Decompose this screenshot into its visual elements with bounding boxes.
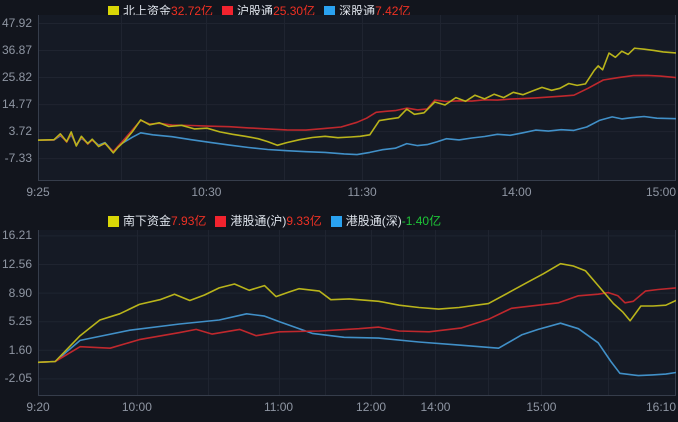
legend-item-sz-connect[interactable]: 深股通 7.42亿	[324, 3, 410, 19]
legend-label: 深股通	[339, 4, 376, 18]
y-tick-label: 36.87	[1, 43, 32, 58]
southbound-legend: 南下资金 7.93亿 港股通(沪) 9.33亿 港股通(深) -1.40亿	[108, 213, 450, 229]
x-tick-label: 14:00	[501, 185, 532, 199]
x-tick-label: 10:00	[121, 400, 152, 414]
y-tick-label: 12.56	[1, 256, 32, 271]
southbound-plot-area[interactable]: 16.21 12.56 8.90 5.25 1.60 -2.05 9:20 10:00 11:0…	[2, 229, 676, 414]
x-tick-label: 9:25	[26, 185, 50, 199]
legend-item-sh-connect[interactable]: 沪股通 25.30亿	[222, 3, 315, 19]
legend-item-hk-connect-sh[interactable]: 港股通(沪) 9.33亿	[215, 213, 322, 229]
x-tick-label: 15:00	[645, 185, 676, 199]
sz-connect-swatch-icon	[324, 5, 336, 17]
y-tick-label: 8.90	[8, 285, 32, 300]
y-tick-label: 25.82	[1, 70, 32, 85]
northbound-legend: 北上资金 32.72亿 沪股通 25.30亿 深股通 7.42亿	[108, 3, 419, 19]
y-tick-label: -2.05	[4, 371, 32, 386]
chart-canvas-southbound-flow	[38, 230, 676, 396]
x-tick-label: 12:00	[356, 400, 387, 414]
legend-value: -1.40亿	[401, 214, 442, 228]
sh-connect-swatch-icon	[222, 5, 234, 17]
x-tick-label: 9:20	[26, 400, 50, 414]
x-tick-label: 10:30	[191, 185, 222, 199]
legend-item-northbound-total[interactable]: 北上资金 32.72亿	[108, 3, 213, 19]
hk-connect-sh-swatch-icon	[215, 215, 227, 227]
series-line-southbound-total[interactable]	[38, 262, 676, 364]
series-line-hk-connect-sz[interactable]	[38, 313, 676, 377]
legend-label: 北上资金	[123, 4, 172, 18]
legend-value: 9.33亿	[286, 214, 322, 228]
series-line-hk-connect-sh[interactable]	[38, 287, 676, 364]
y-tick-label: 47.92	[1, 16, 32, 31]
chart-canvas-northbound-flow	[38, 15, 676, 181]
northbound-total-swatch-icon	[108, 5, 119, 17]
legend-label: 沪股通	[237, 4, 274, 18]
legend-label: 港股通(沪)	[230, 214, 287, 228]
x-tick-label: 14:00	[420, 400, 451, 414]
series-line-northbound-total[interactable]	[38, 47, 676, 154]
y-tick-label: 5.25	[8, 314, 32, 329]
legend-item-hk-connect-sz[interactable]: 港股通(深) -1.40亿	[330, 213, 442, 229]
legend-value: 7.42亿	[375, 4, 411, 18]
legend-label: 港股通(深)	[345, 214, 402, 228]
legend-label: 南下资金	[123, 214, 172, 228]
x-tick-label: 11:00	[263, 400, 294, 414]
y-tick-label: 1.60	[8, 342, 32, 357]
y-tick-label: -7.33	[4, 151, 32, 166]
northbound-plot-area[interactable]: 47.92 36.87 25.82 14.77 3.72 -7.33 9:25 10:30 11…	[2, 15, 676, 199]
y-tick-label: 14.77	[1, 97, 32, 112]
legend-value: 32.72亿	[171, 4, 214, 18]
northbound-chart-section: 北上资金 32.72亿 沪股通 25.30亿 深股通 7.42亿 47.92 36.87…	[0, 0, 678, 210]
x-tick-label: 11:30	[347, 185, 377, 199]
series-line-sh-connect[interactable]	[38, 74, 676, 153]
southbound-chart-section: 南下资金 7.93亿 港股通(沪) 9.33亿 港股通(深) -1.40亿 16.21…	[0, 210, 678, 422]
legend-value: 25.30亿	[273, 4, 316, 18]
southbound-total-swatch-icon	[108, 215, 119, 227]
x-tick-label: 15:00	[526, 400, 557, 414]
x-tick-label: 16:10	[645, 400, 676, 414]
legend-item-southbound-total[interactable]: 南下资金 7.93亿	[108, 213, 206, 229]
y-tick-label: 16.21	[1, 228, 32, 243]
y-tick-label: 3.72	[8, 124, 32, 139]
legend-value: 7.93亿	[171, 214, 207, 228]
hk-connect-sz-swatch-icon	[330, 215, 342, 227]
